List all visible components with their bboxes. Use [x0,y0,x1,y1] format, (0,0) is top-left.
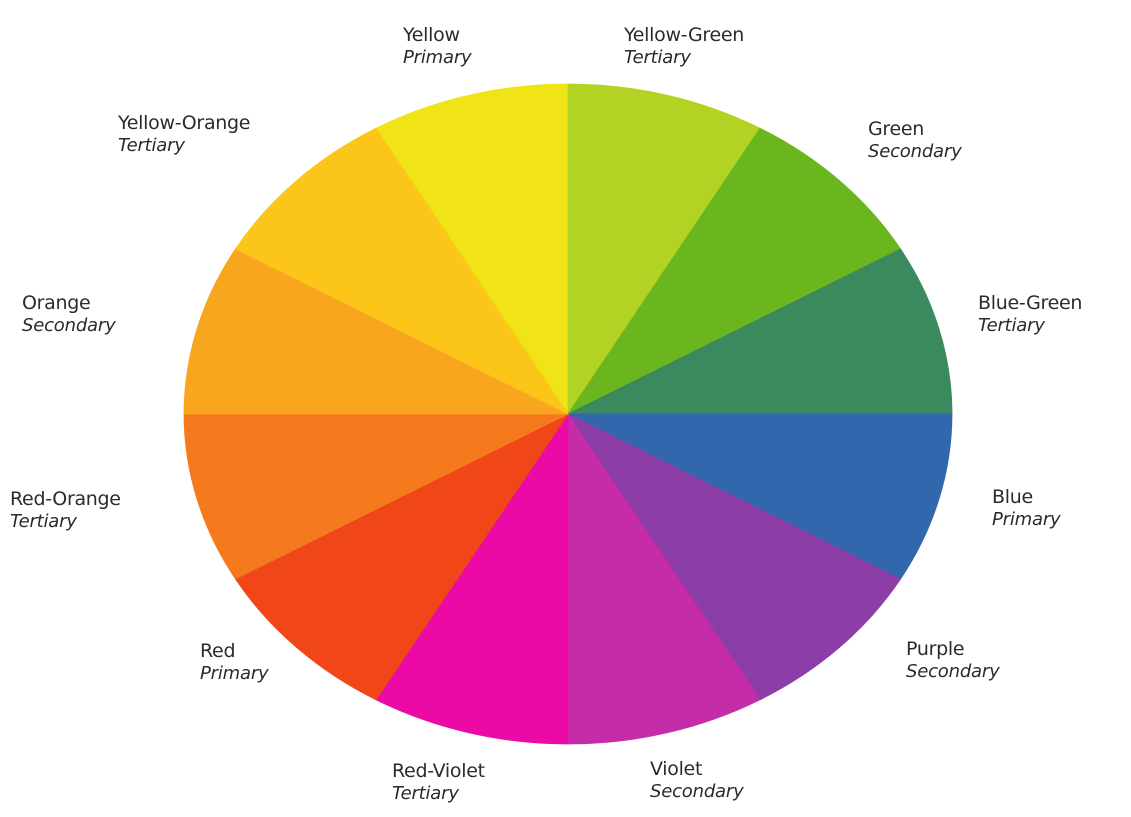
segment-type: Tertiary [624,46,691,68]
wheel-segment-orange [183,248,569,415]
wheel-segment-red-orange [183,413,569,580]
segment-type: Primary [992,508,1061,530]
label-orange: Orange Secondary [22,292,116,336]
segment-name: Yellow [403,24,460,46]
label-violet: Violet Secondary [650,758,744,802]
segment-type: Secondary [868,140,962,162]
segment-name: Red-Orange [10,488,121,510]
wheel-segment-yellow [375,83,569,416]
segment-name: Blue [992,486,1033,508]
wheel-segment-yellow-green [567,83,761,416]
label-red-orange: Red-Orange Tertiary [10,488,121,532]
segment-name: Orange [22,292,91,314]
segment-type: Tertiary [118,134,185,156]
segment-type: Tertiary [392,782,459,804]
label-blue: Blue Primary [992,486,1061,530]
segment-name: Red-Violet [392,760,485,782]
label-yellow: Yellow Primary [403,24,472,68]
segment-name: Yellow-Green [624,24,744,46]
label-blue-green: Blue-Green Tertiary [978,292,1082,336]
wheel-segment-blue-green [567,248,953,415]
label-purple: Purple Secondary [906,638,1000,682]
wheel-segment-yellow-orange [234,127,570,416]
wheel-segment-purple [566,412,902,701]
label-yellow-green: Yellow-Green Tertiary [624,24,744,68]
wheel-segment-violet [567,412,761,745]
segment-name: Green [868,118,925,140]
label-green: Green Secondary [868,118,962,162]
segment-type: Primary [403,46,472,68]
segment-type: Tertiary [978,314,1045,336]
segment-name: Yellow-Orange [118,112,251,134]
segment-type: Primary [200,662,269,684]
wheel-segment-red-violet [375,412,569,745]
segment-type: Secondary [22,314,116,336]
wheel-segment-red [234,412,570,701]
label-red-violet: Red-Violet Tertiary [392,760,485,804]
segment-type: Secondary [650,780,744,802]
segment-name: Purple [906,638,965,660]
segment-name: Violet [650,758,703,780]
label-red: Red Primary [200,640,269,684]
segment-name: Red [200,640,236,662]
wheel-segment-blue [567,413,953,580]
segment-type: Secondary [906,660,1000,682]
segment-name: Blue-Green [978,292,1083,314]
segment-type: Tertiary [10,510,77,532]
label-yellow-orange: Yellow-Orange Tertiary [118,112,250,156]
wheel-segment-green [566,127,902,416]
